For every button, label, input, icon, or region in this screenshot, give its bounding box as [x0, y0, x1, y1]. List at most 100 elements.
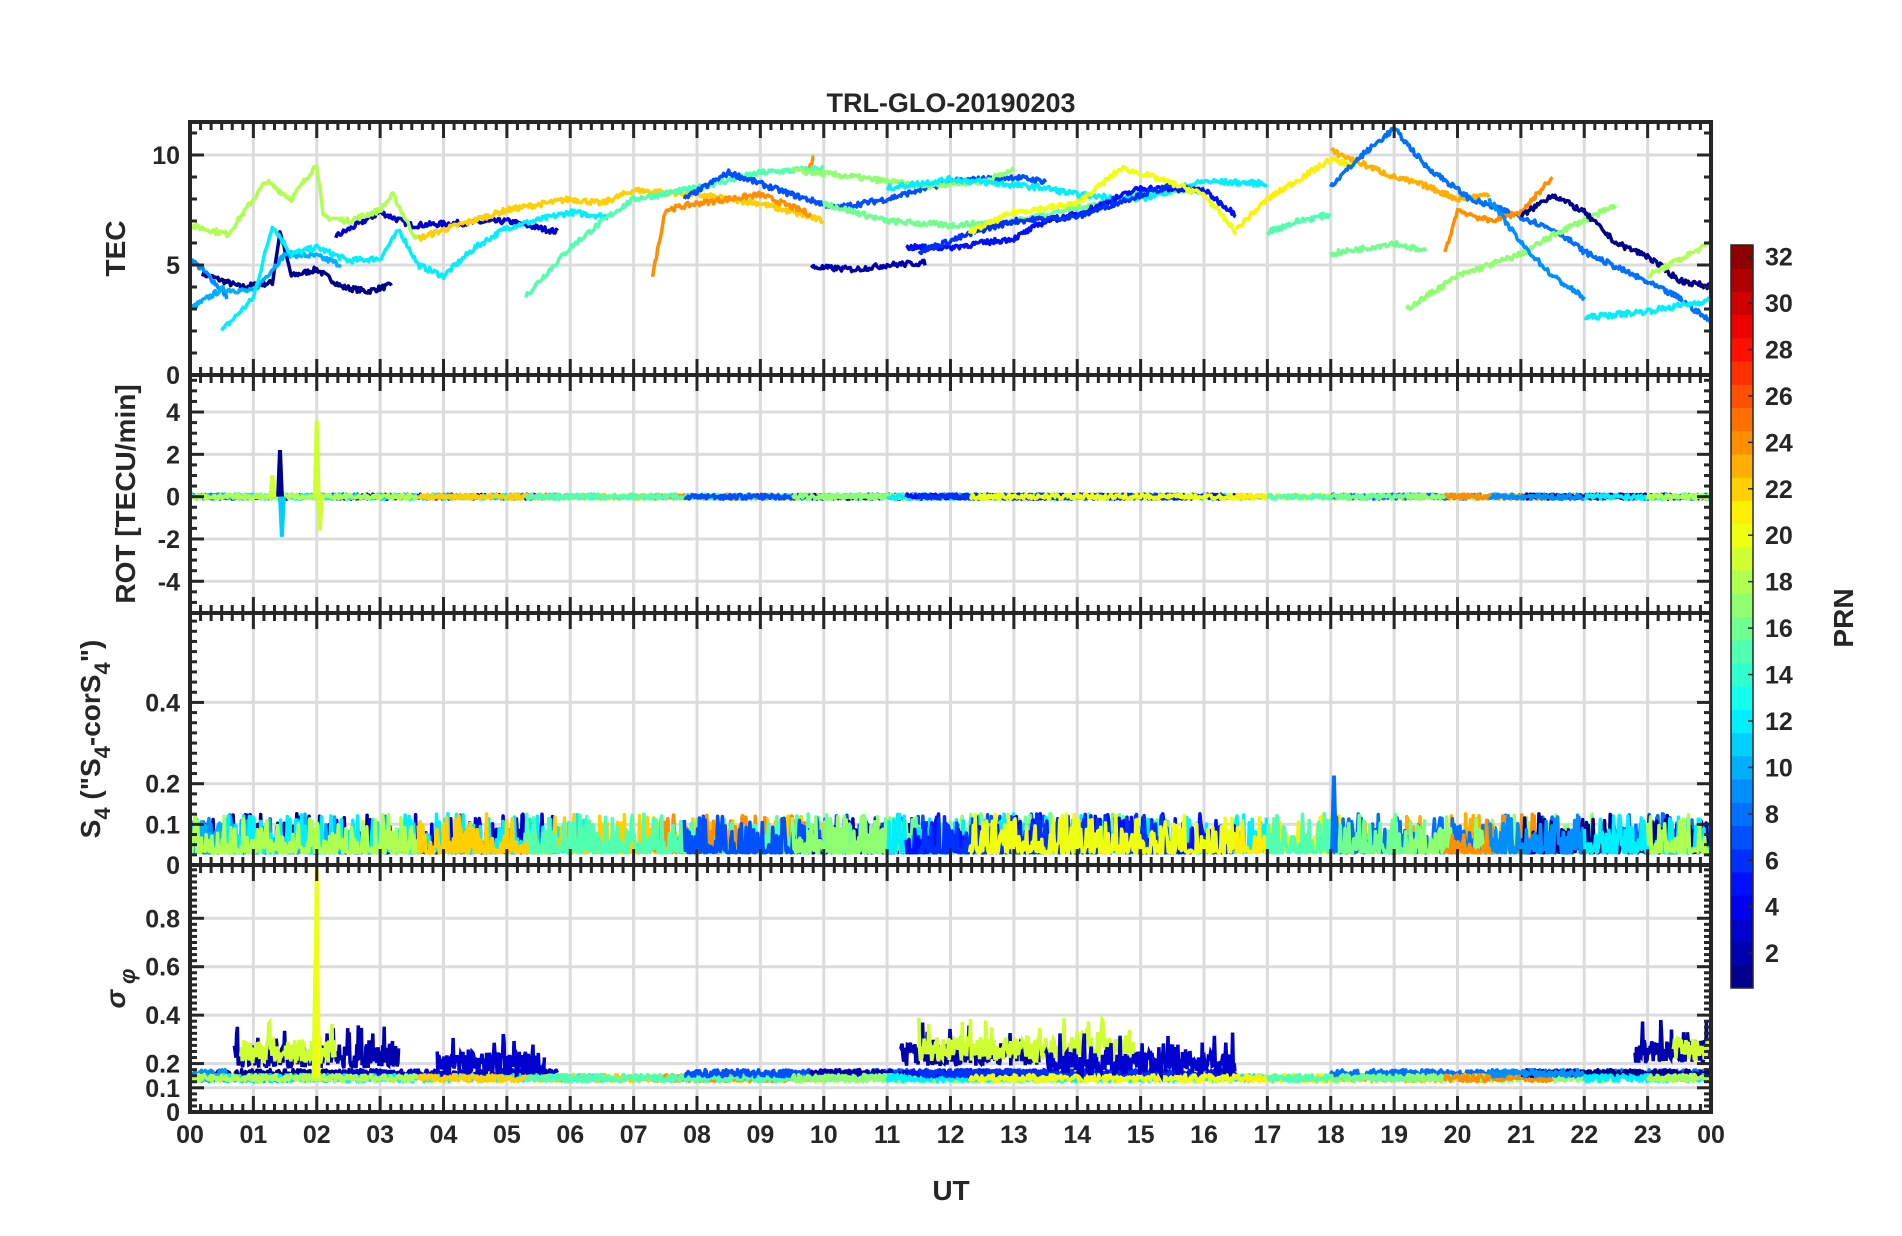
panel-tec: 0 5 10 TEC: [100, 120, 1713, 390]
colorbar-tick-label: 12: [1765, 708, 1793, 736]
x-tick-label: 00: [176, 1121, 204, 1149]
y-label-part: φ: [115, 968, 140, 983]
y-label-part: 4: [90, 807, 115, 820]
x-tick-label: 15: [1127, 1121, 1155, 1149]
x-tick-label: 13: [1000, 1121, 1028, 1149]
series-group: [190, 869, 1711, 1084]
y-tick-label: 0.2: [145, 1051, 180, 1079]
series-prn-15: [1265, 492, 1332, 501]
y-tick-label: -4: [158, 568, 180, 596]
colorbar-tick-label: 4: [1765, 894, 1779, 922]
burst-prn-3: [435, 1033, 547, 1078]
y-tick-label: 5: [166, 252, 180, 280]
spike-prn-19: [316, 496, 324, 531]
colorbar-tick-label: 30: [1765, 290, 1793, 318]
series-prn-18: [1646, 240, 1711, 279]
y-axis-label-sigma: σφ: [100, 968, 140, 1008]
x-tick-label: 23: [1634, 1121, 1662, 1149]
y-label-part: S: [75, 820, 106, 839]
series-prn-6: [917, 1067, 1174, 1079]
series-prn-18: [190, 492, 419, 501]
colorbar-swatch: [1731, 732, 1753, 757]
colorbar-swatch: [1731, 430, 1753, 455]
x-axis-label: UT: [932, 1175, 969, 1206]
x-tick-label: 07: [620, 1121, 648, 1149]
y-label-part: "): [75, 640, 106, 663]
series-prn-10: [190, 249, 343, 311]
colorbar-swatch: [1731, 755, 1753, 780]
colorbar-tick-label: 24: [1765, 429, 1793, 457]
panel-s4: 00.10.20.4S4 ("S4-corS4"): [75, 611, 1713, 880]
colorbar-swatch: [1731, 337, 1753, 362]
series-prn-6: [917, 182, 1174, 256]
x-tick-label: 18: [1317, 1121, 1345, 1149]
x-tick-label: 20: [1444, 1121, 1472, 1149]
y-label-part: σ: [100, 989, 131, 1009]
colorbar-swatch: [1731, 825, 1753, 850]
x-tick-label: 22: [1570, 1121, 1598, 1149]
y-tick-label: 2: [166, 441, 180, 469]
series-prn-15: [1265, 1072, 1332, 1084]
spike-prn-19: [312, 420, 321, 497]
colorbar-swatch: [1731, 802, 1753, 826]
y-label-part: 4: [90, 745, 115, 758]
series-prn-22: [416, 186, 825, 242]
spike-prn-8: [1330, 775, 1338, 853]
spike-prn-19: [268, 475, 277, 497]
colorbar-swatch: [1731, 453, 1753, 478]
colorbar-swatch: [1731, 686, 1753, 710]
colorbar-tick-label: 20: [1765, 522, 1793, 550]
series-prn-16: [1329, 240, 1428, 258]
colorbar-swatch: [1731, 384, 1753, 409]
x-tick-label: 09: [746, 1121, 774, 1149]
colorbar-swatch: [1731, 546, 1753, 571]
colorbar-swatch: [1731, 361, 1753, 385]
colorbar-tick-label: 28: [1765, 336, 1793, 364]
series-prn-18: [190, 164, 419, 240]
colorbar-swatch: [1731, 895, 1753, 919]
series-group: [190, 126, 1711, 332]
y-tick-label: 0.4: [145, 1002, 180, 1030]
colorbar-swatch: [1731, 871, 1753, 896]
x-tick-label: 19: [1380, 1121, 1408, 1149]
colorbar-tick-label: 2: [1765, 940, 1779, 968]
x-tick-label: 00: [1697, 1121, 1725, 1149]
series-prn-9: [1487, 1067, 1585, 1079]
colorbar-tick-label: 22: [1765, 476, 1793, 504]
x-tick-label: 14: [1063, 1121, 1091, 1149]
series-prn-15: [524, 164, 825, 299]
colorbar-swatch: [1731, 523, 1753, 548]
y-tick-label: 0.2: [145, 771, 180, 799]
colorbar-tick-label: 10: [1765, 754, 1793, 782]
colorbar-swatch: [1731, 407, 1753, 432]
colorbar-swatch: [1731, 639, 1753, 664]
y-label-part: ("S: [75, 758, 106, 807]
series-prn-9: [1487, 813, 1586, 855]
colorbar-swatch: [1731, 593, 1753, 617]
colorbar-swatch: [1731, 964, 1753, 989]
colorbar-tick-label: 6: [1765, 847, 1779, 875]
burst-prn-3: [1043, 1032, 1237, 1083]
colorbar-swatch: [1731, 709, 1753, 734]
colorbar-tick-label: 14: [1765, 662, 1793, 690]
colorbar-swatch: [1731, 570, 1753, 594]
panel-rot: -4 -2 0 2 4 ROT [TECU/min]: [110, 373, 1713, 615]
series-prn-1: [1519, 193, 1711, 291]
spike-prn-1: [276, 450, 284, 497]
x-tick-label: 11: [874, 1121, 901, 1149]
y-tick-label: 0.1: [145, 811, 180, 839]
y-label-part: -corS: [75, 675, 106, 747]
colorbar-tick-label: 18: [1765, 569, 1793, 597]
y-tick-label: 0: [166, 362, 180, 390]
x-tick-label: 03: [366, 1121, 394, 1149]
y-tick-label: 0: [166, 1099, 180, 1127]
y-tick-label: 0.8: [145, 905, 180, 933]
series-prn-9: [1487, 492, 1585, 501]
series-prn-18: [190, 1072, 419, 1084]
series-prn-12: [1583, 296, 1711, 321]
series-prn-24: [1443, 1072, 1554, 1084]
series-group: [190, 420, 1711, 537]
x-tick-label: 12: [937, 1121, 965, 1149]
